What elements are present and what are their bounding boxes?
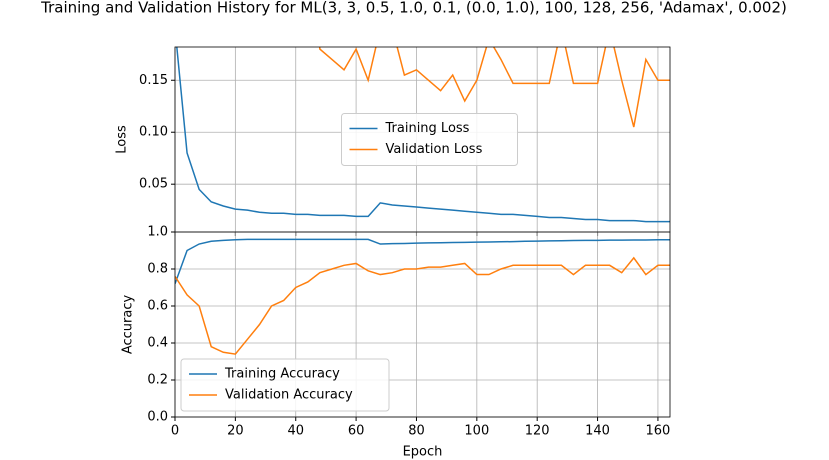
legend-label: Validation Accuracy	[225, 388, 353, 403]
y-axis-label: Loss	[115, 125, 130, 154]
x-tick-label: 0	[171, 424, 179, 439]
axes-frame	[174, 231, 671, 418]
y-tick-label: 1.0	[147, 225, 168, 240]
x-axis-label: Epoch	[403, 445, 443, 460]
line-series	[176, 47, 670, 223]
chart-title: Training and Validation History for ML(3…	[40, 0, 787, 17]
line-series	[175, 238, 670, 285]
y-tick-label: 0.15	[139, 73, 168, 88]
x-tick-label: 80	[408, 424, 425, 439]
legend-label: Training Loss	[385, 121, 470, 136]
plot-area	[176, 47, 670, 223]
y-tick-label: 0.6	[147, 299, 168, 314]
x-tick-label: 20	[227, 424, 244, 439]
x-tick-label: 60	[348, 424, 365, 439]
legend-box	[341, 113, 518, 166]
y-tick-label: 0.0	[147, 410, 168, 425]
y-tick-label: 0.2	[147, 373, 168, 388]
plot-area	[175, 238, 670, 355]
legend-label: Validation Loss	[386, 142, 483, 157]
y-tick-label: 0.05	[139, 177, 168, 192]
x-tick-label: 140	[585, 424, 610, 439]
y-tick-label: 0.8	[147, 262, 168, 277]
x-tick-label: 120	[525, 424, 550, 439]
y-tick-label: 0.10	[139, 125, 168, 140]
y-tick-label: 0.4	[147, 336, 168, 351]
legend-box	[180, 358, 390, 412]
x-tick-label: 160	[646, 424, 671, 439]
x-tick-label: 40	[287, 424, 304, 439]
line-series	[318, 47, 670, 128]
x-tick-label: 100	[464, 424, 489, 439]
legend-label: Training Accuracy	[224, 367, 340, 382]
line-series	[175, 256, 670, 355]
y-axis-label: Accuracy	[121, 295, 136, 355]
